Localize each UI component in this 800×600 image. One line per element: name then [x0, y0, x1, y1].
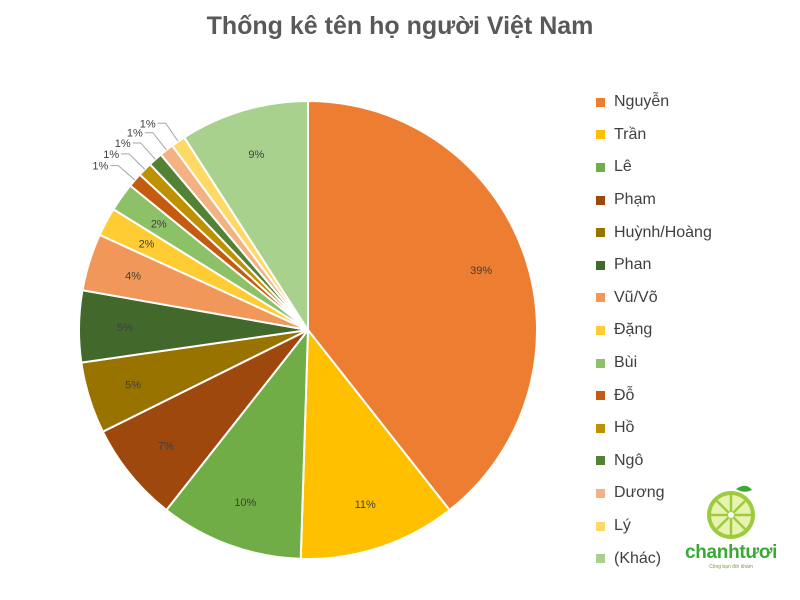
- pie-data-label: 39%: [470, 265, 492, 277]
- legend-swatch: [596, 554, 605, 564]
- lime-slice-icon: [707, 485, 755, 539]
- pie-data-label: 11%: [355, 499, 376, 511]
- pie-data-label: 5%: [125, 379, 141, 391]
- legend-swatch: [596, 521, 605, 531]
- legend-item: Ngô: [596, 445, 712, 478]
- legend-swatch: [596, 260, 605, 270]
- legend-item: Huỳnh/Hoàng: [596, 216, 712, 249]
- pie-data-label: 7%: [158, 441, 174, 453]
- legend-item: Trần: [596, 119, 712, 152]
- pie-slice-3: [165, 326, 310, 560]
- legend-label: Lê: [614, 158, 632, 176]
- pie-slice-1: [307, 99, 538, 512]
- legend-swatch: [596, 488, 605, 498]
- legend-item: Bùi: [596, 347, 712, 380]
- legend-swatch: [596, 228, 605, 238]
- legend-item: Lê: [596, 151, 712, 184]
- legend-label: Đặng: [614, 321, 653, 339]
- legend-swatch: [596, 162, 605, 172]
- legend-label: Bùi: [614, 354, 638, 372]
- pie-data-label: 2%: [139, 238, 155, 250]
- legend-swatch: [596, 423, 605, 433]
- chart-title: Thống kê tên họ người Việt Nam: [206, 12, 594, 40]
- logo-tagline: Công bạn đời khám: [709, 564, 753, 570]
- legend-swatch: [596, 391, 605, 401]
- pie-data-label: 1%: [103, 149, 119, 161]
- legend-label: Hồ: [614, 419, 635, 437]
- leader-line: [144, 132, 167, 151]
- legend-label: Nguyễn: [614, 93, 670, 111]
- legend-swatch: [596, 97, 605, 107]
- legend-item: Phan: [596, 249, 712, 282]
- leader-line: [132, 142, 156, 160]
- pie-slice-4: [101, 329, 309, 512]
- pie-data-label: 2%: [151, 219, 167, 231]
- legend-swatch: [596, 293, 605, 303]
- legend-item: Dương: [596, 477, 712, 510]
- legend-swatch: [596, 195, 605, 205]
- legend-item: Vũ/Võ: [596, 282, 712, 315]
- leader-line: [157, 122, 179, 142]
- pie-data-label: 1%: [92, 161, 108, 173]
- pie-data-label: 4%: [125, 271, 141, 283]
- chart-legend: Nguyễn Trần Lê Phạm Huỳnh/Hoàng Phan Vũ/Võ Đặng…: [596, 86, 712, 575]
- legend-label: Lý: [614, 517, 631, 535]
- legend-label: Huỳnh/Hoàng: [614, 223, 712, 241]
- legend-label: (Khác): [614, 549, 662, 567]
- legend-swatch: [596, 130, 605, 140]
- pie-data-label: 5%: [117, 322, 133, 334]
- legend-swatch: [596, 325, 605, 335]
- legend-item: Nguyễn: [596, 86, 712, 119]
- pie-data-label: 1%: [127, 128, 143, 140]
- leader-line: [110, 165, 136, 181]
- legend-item: Phạm: [596, 184, 712, 217]
- legend-label: Vũ/Võ: [614, 288, 658, 306]
- legend-label: Phan: [614, 256, 652, 274]
- pie-data-label: 9%: [248, 149, 264, 161]
- pie-data-label: 1%: [115, 138, 131, 150]
- pie-slice-2: [299, 327, 451, 560]
- logo-text: chanhtươi: [684, 542, 778, 563]
- legend-item: (Khác): [596, 542, 712, 575]
- legend-item: Đặng: [596, 314, 712, 347]
- legend-label: Phạm: [614, 191, 656, 209]
- legend-swatch: [596, 358, 605, 368]
- legend-item: Lý: [596, 510, 712, 543]
- pie-data-label: 10%: [234, 497, 256, 509]
- brand-logo: chanhtươi Công bạn đời khám: [676, 484, 786, 576]
- legend-label: Trần: [614, 125, 647, 143]
- legend-label: Đỗ: [614, 386, 635, 404]
- legend-swatch: [596, 456, 605, 466]
- pie-data-label: 1%: [140, 118, 156, 130]
- legend-label: Ngô: [614, 451, 644, 469]
- pie-slice-15: [182, 99, 309, 334]
- leader-line: [121, 153, 146, 170]
- legend-label: Dương: [614, 484, 665, 502]
- legend-item: Hồ: [596, 412, 712, 445]
- legend-item: Đỗ: [596, 379, 712, 412]
